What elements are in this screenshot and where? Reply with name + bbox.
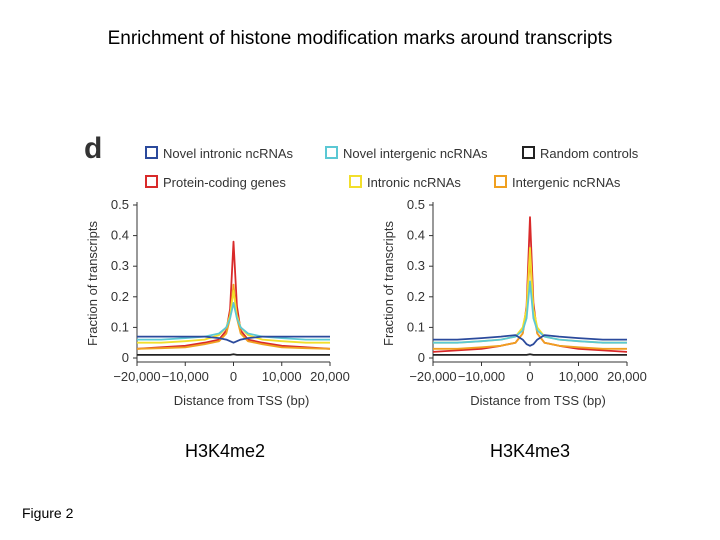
x-tick-label: −10,000: [162, 369, 209, 384]
y-tick-label: 0.3: [111, 258, 129, 273]
series-line: [433, 334, 627, 347]
legend-label: Protein-coding genes: [163, 175, 286, 190]
series-line: [432, 216, 628, 353]
legend-swatch: [145, 146, 158, 159]
y-tick-label: 0.5: [407, 197, 425, 212]
x-tick-label: 0: [230, 369, 237, 384]
legend-item-intergenic: Intergenic ncRNAs: [494, 175, 620, 190]
series-line: [433, 280, 627, 344]
x-tick-label: −10,000: [458, 369, 505, 384]
chart-caption-left: H3K4me2: [184, 441, 266, 461]
legend-swatch: [145, 175, 158, 188]
legend-label: Novel intergenic ncRNAs: [343, 146, 488, 161]
y-tick-label: 0.2: [407, 289, 425, 304]
y-tick-label: 0.4: [111, 228, 129, 243]
legend-label: Intergenic ncRNAs: [512, 175, 621, 190]
legend-item-novel-intergenic: Novel intergenic ncRNAs: [325, 146, 488, 161]
y-tick-label: 0.5: [111, 197, 129, 212]
y-tick-label: 0: [122, 350, 129, 365]
y-axis-label: Fraction of transcripts: [85, 221, 100, 346]
legend-swatch: [325, 146, 338, 159]
x-tick-label: 20,000: [607, 369, 647, 384]
legend-label: Intronic ncRNAs: [367, 175, 461, 190]
series-line: [137, 353, 330, 356]
x-axis-label: Distance from TSS (bp): [174, 393, 310, 408]
series-line: [433, 256, 627, 350]
y-tick-label: 0.3: [407, 258, 425, 273]
x-tick-label: −20,000: [113, 369, 160, 384]
series-line: [137, 289, 330, 344]
x-tick-label: 0: [526, 369, 533, 384]
legend-swatch: [349, 175, 362, 188]
legend-label: Novel intronic ncRNAs: [163, 146, 294, 161]
y-tick-label: 0.1: [111, 319, 129, 334]
series-line: [136, 240, 331, 350]
y-axis-label: Fraction of transcripts: [381, 221, 396, 346]
series-line: [137, 335, 330, 344]
legend-swatch: [522, 146, 535, 159]
y-tick-label: 0.1: [407, 319, 425, 334]
series-line: [137, 301, 330, 341]
legend-item-random-controls: Random controls: [522, 146, 638, 161]
series-line: [136, 283, 331, 350]
legend-swatch: [494, 175, 507, 188]
legend-label: Random controls: [540, 146, 639, 161]
series-line: [433, 353, 627, 356]
legend-item-intronic: Intronic ncRNAs: [349, 175, 461, 190]
chart-caption-right: H3K4me3: [489, 441, 571, 461]
legend-item-novel-intronic: Novel intronic ncRNAs: [145, 146, 293, 161]
figure-label: Figure 2: [22, 505, 74, 521]
x-tick-label: 10,000: [262, 369, 302, 384]
page-title: Enrichment of histone modification marks…: [107, 28, 613, 49]
series-line: [433, 246, 627, 344]
legend-item-protein-coding: Protein-coding genes: [145, 175, 286, 190]
x-axis-label: Distance from TSS (bp): [470, 393, 606, 408]
panel-letter: d: [84, 132, 103, 165]
x-tick-label: 10,000: [559, 369, 599, 384]
x-tick-label: −20,000: [409, 369, 456, 384]
y-tick-label: 0.2: [111, 289, 129, 304]
x-tick-label: 20,000: [310, 369, 350, 384]
y-tick-label: 0: [418, 350, 425, 365]
y-tick-label: 0.4: [407, 228, 425, 243]
